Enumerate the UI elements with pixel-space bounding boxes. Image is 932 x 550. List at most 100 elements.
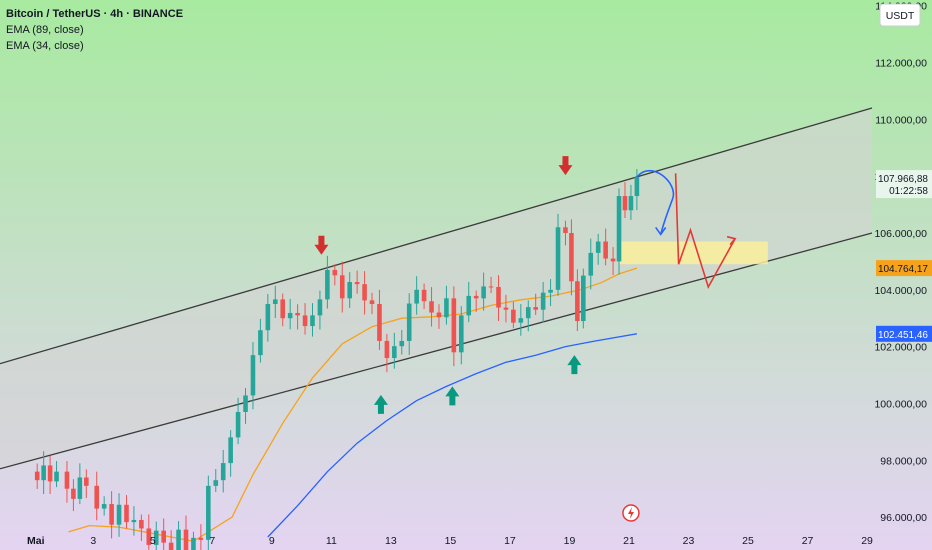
up-arrow-icon — [445, 386, 460, 406]
candle-body — [540, 292, 546, 310]
candle-body — [153, 530, 159, 545]
candle-body — [354, 282, 360, 285]
candle-body — [569, 232, 574, 282]
candle-body — [198, 537, 204, 540]
time-tick-label: Mai — [27, 535, 45, 547]
candle-body — [302, 315, 308, 327]
candle-body — [392, 346, 397, 358]
time-tick-label: 15 — [445, 535, 457, 547]
candle-body — [317, 299, 323, 316]
currency-label: USDT — [886, 10, 915, 22]
time-tick-label: 29 — [861, 535, 873, 547]
candle-body — [466, 295, 472, 316]
candle-body — [563, 227, 568, 233]
price-tick-label: 110.000,00 — [875, 114, 927, 126]
chart-legend: Bitcoin / TetherUS · 4h · BINANCE EMA (8… — [6, 6, 183, 54]
candle-body — [272, 299, 278, 305]
candle-body — [414, 289, 419, 304]
candle-body — [124, 504, 129, 523]
price-tick-label: 96.000,00 — [880, 512, 927, 524]
candle-body — [384, 340, 390, 358]
candle-body — [634, 177, 640, 197]
candle-body — [444, 298, 449, 318]
down-arrow-icon — [558, 156, 573, 176]
flash-icon-bolt — [627, 507, 634, 519]
time-tick-label: 19 — [564, 535, 576, 547]
candle-body — [488, 286, 494, 288]
time-tick-label: 23 — [683, 535, 695, 547]
candle-body — [213, 480, 219, 486]
projection-curve — [636, 169, 675, 235]
candle-body — [109, 504, 114, 525]
target-zone — [619, 241, 768, 265]
price-tag-ema89: 102.451,46 — [876, 325, 932, 342]
candle-body — [347, 282, 352, 299]
candle-body — [339, 275, 345, 299]
candle-body — [235, 411, 241, 438]
candle-body — [436, 312, 442, 318]
flash-icon[interactable] — [622, 504, 640, 522]
candle-body — [64, 471, 70, 489]
candle-body — [622, 196, 628, 211]
candle-body — [191, 537, 196, 550]
price-tick-label: 98.000,00 — [880, 455, 927, 467]
candle-body — [54, 471, 59, 482]
symbol-title[interactable]: Bitcoin / TetherUS · 4h · BINANCE — [6, 8, 184, 20]
candle-body — [503, 307, 509, 310]
candle-body — [377, 304, 382, 341]
candle-body — [101, 504, 107, 509]
price-axis: 96.000,0098.000,00100.000,00102.000,0010… — [874, 1, 932, 524]
time-tick-label: 27 — [802, 535, 814, 547]
ema-34-legend[interactable]: EMA (34, close) — [6, 40, 84, 52]
candle-body — [332, 269, 338, 276]
candle-body — [548, 289, 553, 293]
projection-zigzag-arrowhead — [726, 235, 737, 246]
candle-body — [518, 318, 524, 323]
candle-body — [139, 519, 144, 529]
candle-body — [94, 485, 100, 509]
down-arrow-icon — [314, 235, 329, 255]
candle-body — [77, 477, 83, 499]
candle-body — [362, 284, 367, 301]
candle-body — [610, 258, 616, 262]
candle-body — [581, 275, 586, 322]
candle-body — [34, 471, 40, 481]
candle-body — [183, 529, 189, 550]
candle-body — [575, 281, 580, 322]
candle-body — [161, 530, 166, 543]
channel-lower-line — [0, 232, 873, 470]
price-tick-label: 104.000,00 — [874, 285, 927, 297]
candle-body — [41, 465, 46, 481]
candle-body — [310, 315, 315, 327]
time-tick-label: 3 — [90, 535, 96, 547]
candle-body — [406, 303, 412, 341]
candle-body — [84, 477, 89, 486]
channel-upper-line — [0, 107, 873, 365]
price-tag-value: 102.451,46 — [878, 330, 928, 341]
candle-body — [628, 196, 634, 211]
candle-body — [603, 241, 608, 259]
candle-body — [295, 312, 300, 316]
candle-body — [595, 241, 601, 253]
price-tag-ema34: 104.764,17 — [876, 260, 932, 277]
price-tag-countdown: 01:22:58 — [889, 186, 928, 197]
candle-body — [71, 488, 76, 499]
candle-body — [176, 529, 181, 550]
ema-89-line — [267, 333, 638, 538]
price-tag-bg — [876, 325, 932, 342]
candle-body — [451, 298, 457, 353]
time-tick-label: 25 — [742, 535, 754, 547]
candle-body — [525, 307, 531, 319]
price-tag-bg — [876, 170, 932, 199]
candle-body — [533, 307, 538, 310]
candle-body — [616, 196, 622, 262]
up-arrow-icon — [567, 355, 582, 375]
ema-89-legend[interactable]: EMA (89, close) — [6, 24, 84, 36]
candle-body — [511, 309, 516, 323]
candle-body — [496, 286, 501, 308]
candle-body — [325, 269, 330, 300]
candle-body — [555, 227, 561, 290]
